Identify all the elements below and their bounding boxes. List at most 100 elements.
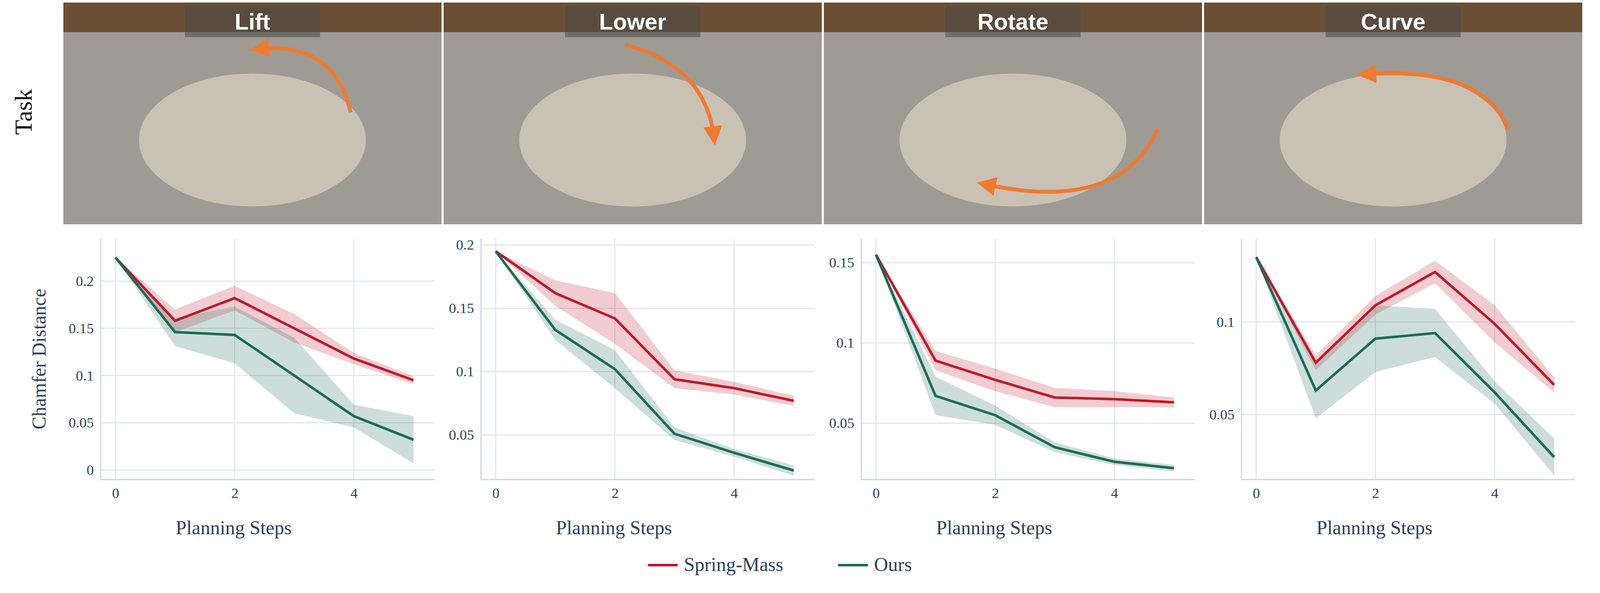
- photo-background: [63, 2, 442, 225]
- x-tick-label: 2: [991, 485, 999, 502]
- x-tick-label: 4: [730, 485, 739, 502]
- x-grid-line: [994, 238, 996, 480]
- motion-arrow: [625, 44, 715, 138]
- y-tick: 0.05: [829, 415, 862, 431]
- x-tick: 4: [1111, 479, 1119, 502]
- chart-panel: 0.050.1024Planning Steps: [1209, 238, 1576, 539]
- y-tick: 0.1: [1216, 314, 1242, 330]
- y-tick: 0.15: [449, 300, 482, 317]
- y-grid-line: [480, 434, 815, 437]
- plot-marks: [495, 251, 794, 476]
- y-tick-label: 0.1: [76, 367, 95, 384]
- y-axis-line: [1240, 239, 1243, 480]
- y-axis-title: Chamfer Distance: [28, 288, 50, 430]
- series-line: [1256, 257, 1554, 386]
- x-grid-line: [733, 238, 735, 480]
- row-label: Task: [9, 89, 38, 136]
- motion-arrow: [1364, 73, 1509, 130]
- y-axis: 0.050.10.150.2: [449, 237, 482, 480]
- y-tick: 0.2: [76, 273, 101, 289]
- x-axis: 024: [100, 479, 435, 502]
- task-photo: Rotate: [823, 2, 1203, 225]
- x-axis-line: [481, 479, 815, 481]
- panel-title: Lower: [599, 8, 667, 35]
- title-backdrop: [1325, 5, 1461, 38]
- x-tick: 2: [991, 479, 999, 502]
- x-tick: 2: [231, 479, 239, 502]
- error-band: [1256, 257, 1554, 476]
- y-grid-line: [861, 262, 1195, 264]
- y-tick-label: 0.1: [836, 335, 855, 351]
- legend-swatch: [838, 564, 868, 567]
- x-tick-label: 2: [1371, 485, 1380, 502]
- task-photo: Lower: [443, 2, 822, 225]
- x-axis: 024: [1241, 479, 1576, 502]
- y-tick-label: 0.05: [449, 427, 475, 443]
- error-band: [115, 257, 414, 464]
- plot-marks: [1256, 257, 1554, 476]
- x-axis-title: Planning Steps: [175, 517, 292, 539]
- x-axis-line: [1241, 479, 1576, 481]
- y-axis-line: [860, 239, 862, 480]
- plush-toy: [139, 73, 366, 207]
- chart-panel: 0.05 0.1 0.15 0 2 4 Planning Steps: [829, 238, 1196, 539]
- x-tick-label: 0: [492, 485, 500, 502]
- y-tick-label: 0.2: [76, 273, 95, 289]
- x-tick-label: 2: [231, 485, 239, 502]
- series-line: [115, 257, 414, 440]
- y-grid-line: [861, 422, 1195, 425]
- plush-toy: [1279, 73, 1507, 207]
- y-axis-line: [480, 239, 482, 480]
- legend-item: Spring-Mass: [648, 553, 784, 576]
- x-axis-line: [100, 479, 435, 481]
- y-tick: 0.15: [829, 254, 862, 271]
- y-grid-line: [480, 371, 815, 373]
- grid: [861, 238, 1195, 480]
- x-axis-title: Planning Steps: [936, 517, 1053, 539]
- y-tick: 0.1: [836, 335, 862, 351]
- error-band: [875, 254, 1174, 472]
- title-backdrop: [945, 5, 1081, 38]
- figure: Task Lift 0 0.05 0.1 0.15 0.2 0 2 4 Planning Steps…: [0, 0, 1600, 593]
- panel-title: Lift: [234, 8, 271, 35]
- x-tick-label: 4: [1491, 485, 1499, 502]
- x-grid-line: [114, 238, 117, 480]
- motion-arrow: [257, 48, 351, 113]
- y-tick: 0.1: [456, 363, 482, 380]
- y-tick-label: 0.15: [829, 254, 855, 271]
- grid: [480, 238, 815, 480]
- y-axis: 0.05 0.1: [1209, 239, 1242, 480]
- x-axis-title: Planning Steps: [556, 517, 673, 539]
- series-line: [495, 251, 794, 471]
- title-backdrop: [185, 5, 321, 38]
- y-tick-label: 0.1: [456, 363, 475, 380]
- x-axis: 024: [481, 479, 815, 502]
- y-grid-line: [480, 244, 815, 246]
- x-grid-line: [875, 238, 877, 480]
- plush-toy: [519, 73, 747, 207]
- x-grid-line: [1113, 238, 1115, 480]
- legend-label: Ours: [874, 553, 912, 576]
- x-tick: 4: [350, 479, 358, 502]
- series-line: [875, 254, 1174, 403]
- legend-label: Spring-Mass: [684, 553, 784, 576]
- chart-panel: 00.050.10.150.2024Planning StepsChamfer …: [28, 238, 435, 539]
- x-tick: 4: [730, 479, 739, 502]
- y-tick: 0.05: [68, 414, 101, 431]
- series-line: [115, 257, 414, 381]
- x-grid-line: [1493, 238, 1496, 480]
- photo-background: [1204, 2, 1583, 225]
- series-line: [1256, 257, 1554, 458]
- x-axis: 0 2 4: [861, 479, 1196, 502]
- motion-arrow: [984, 129, 1158, 192]
- x-tick-label: 0: [872, 485, 880, 502]
- panel-title: Curve: [1360, 8, 1426, 35]
- y-tick: 0.05: [1209, 406, 1242, 423]
- y-tick-label: 0.05: [829, 415, 855, 431]
- chart-panel: 0.050.10.150.2024Planning Steps: [449, 237, 815, 539]
- y-grid-line: [480, 308, 815, 310]
- x-tick: 0: [872, 479, 880, 502]
- title-backdrop: [565, 5, 701, 38]
- grid: [100, 238, 435, 480]
- y-grid-line: [100, 469, 435, 471]
